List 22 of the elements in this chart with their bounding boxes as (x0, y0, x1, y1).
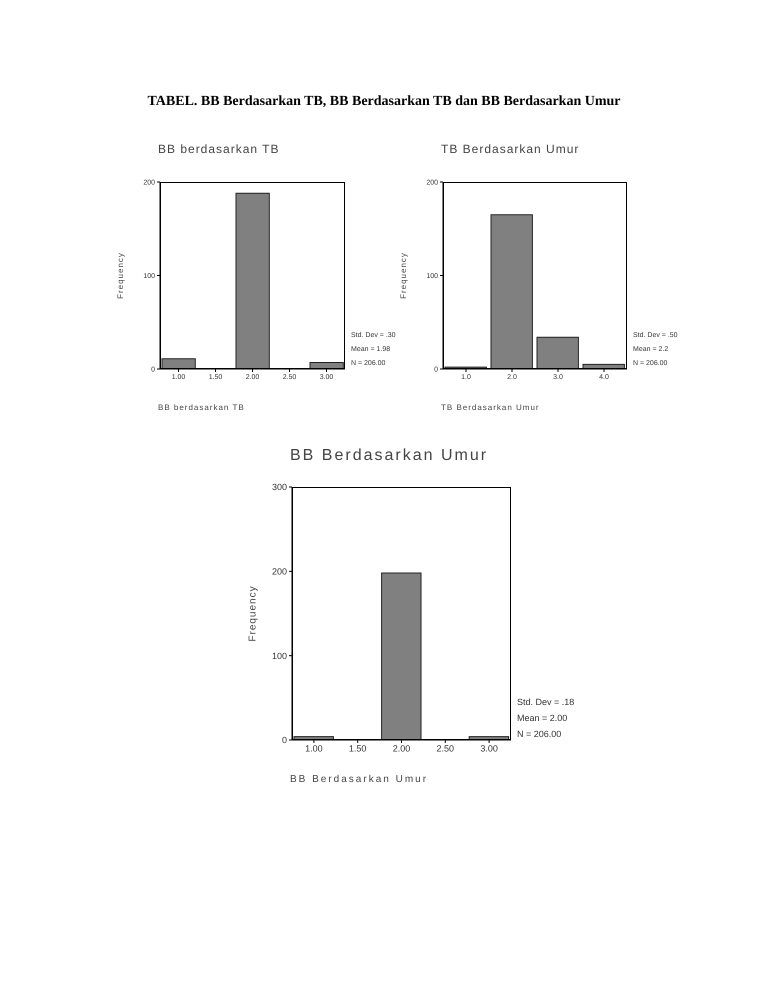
x-tick-label: 1.00 (305, 743, 323, 754)
x-tick-label: 2.50 (436, 743, 454, 754)
x-tick-label: 2.00 (392, 743, 410, 754)
x-tick-label: 1.50 (348, 743, 366, 754)
text: Std. Dev = .18 (517, 696, 574, 709)
y-tick-label: 200 (272, 566, 287, 577)
text: Mean = 2.00 (517, 712, 568, 725)
y-tick-label: 100 (272, 650, 287, 661)
x-axis-title: TB Berdasarkan Umur (441, 403, 540, 412)
text: TABEL. BB Berdasarkan TB, BB Berdasarkan TB dan BB Berdasarkan Umur (146, 94, 622, 110)
y-axis-title: Frequency (398, 252, 408, 299)
y-axis-title: Frequency (248, 585, 259, 642)
x-axis-title: BB berdasarkan TB (158, 403, 245, 412)
x-tick-label: 3.00 (480, 743, 498, 754)
chart-title: BB Berdasarkan Umur (290, 447, 488, 465)
text: N = 206.00 (517, 728, 562, 741)
chart-title: BB berdasarkan TB (158, 142, 280, 156)
chart-title: TB Berdasarkan Umur (441, 142, 580, 156)
y-axis-title: Frequency (116, 252, 125, 299)
y-tick-label: 0 (282, 735, 287, 746)
x-axis-title: BB Berdasarkan Umur (290, 774, 428, 785)
y-tick-label: 300 (272, 482, 287, 492)
